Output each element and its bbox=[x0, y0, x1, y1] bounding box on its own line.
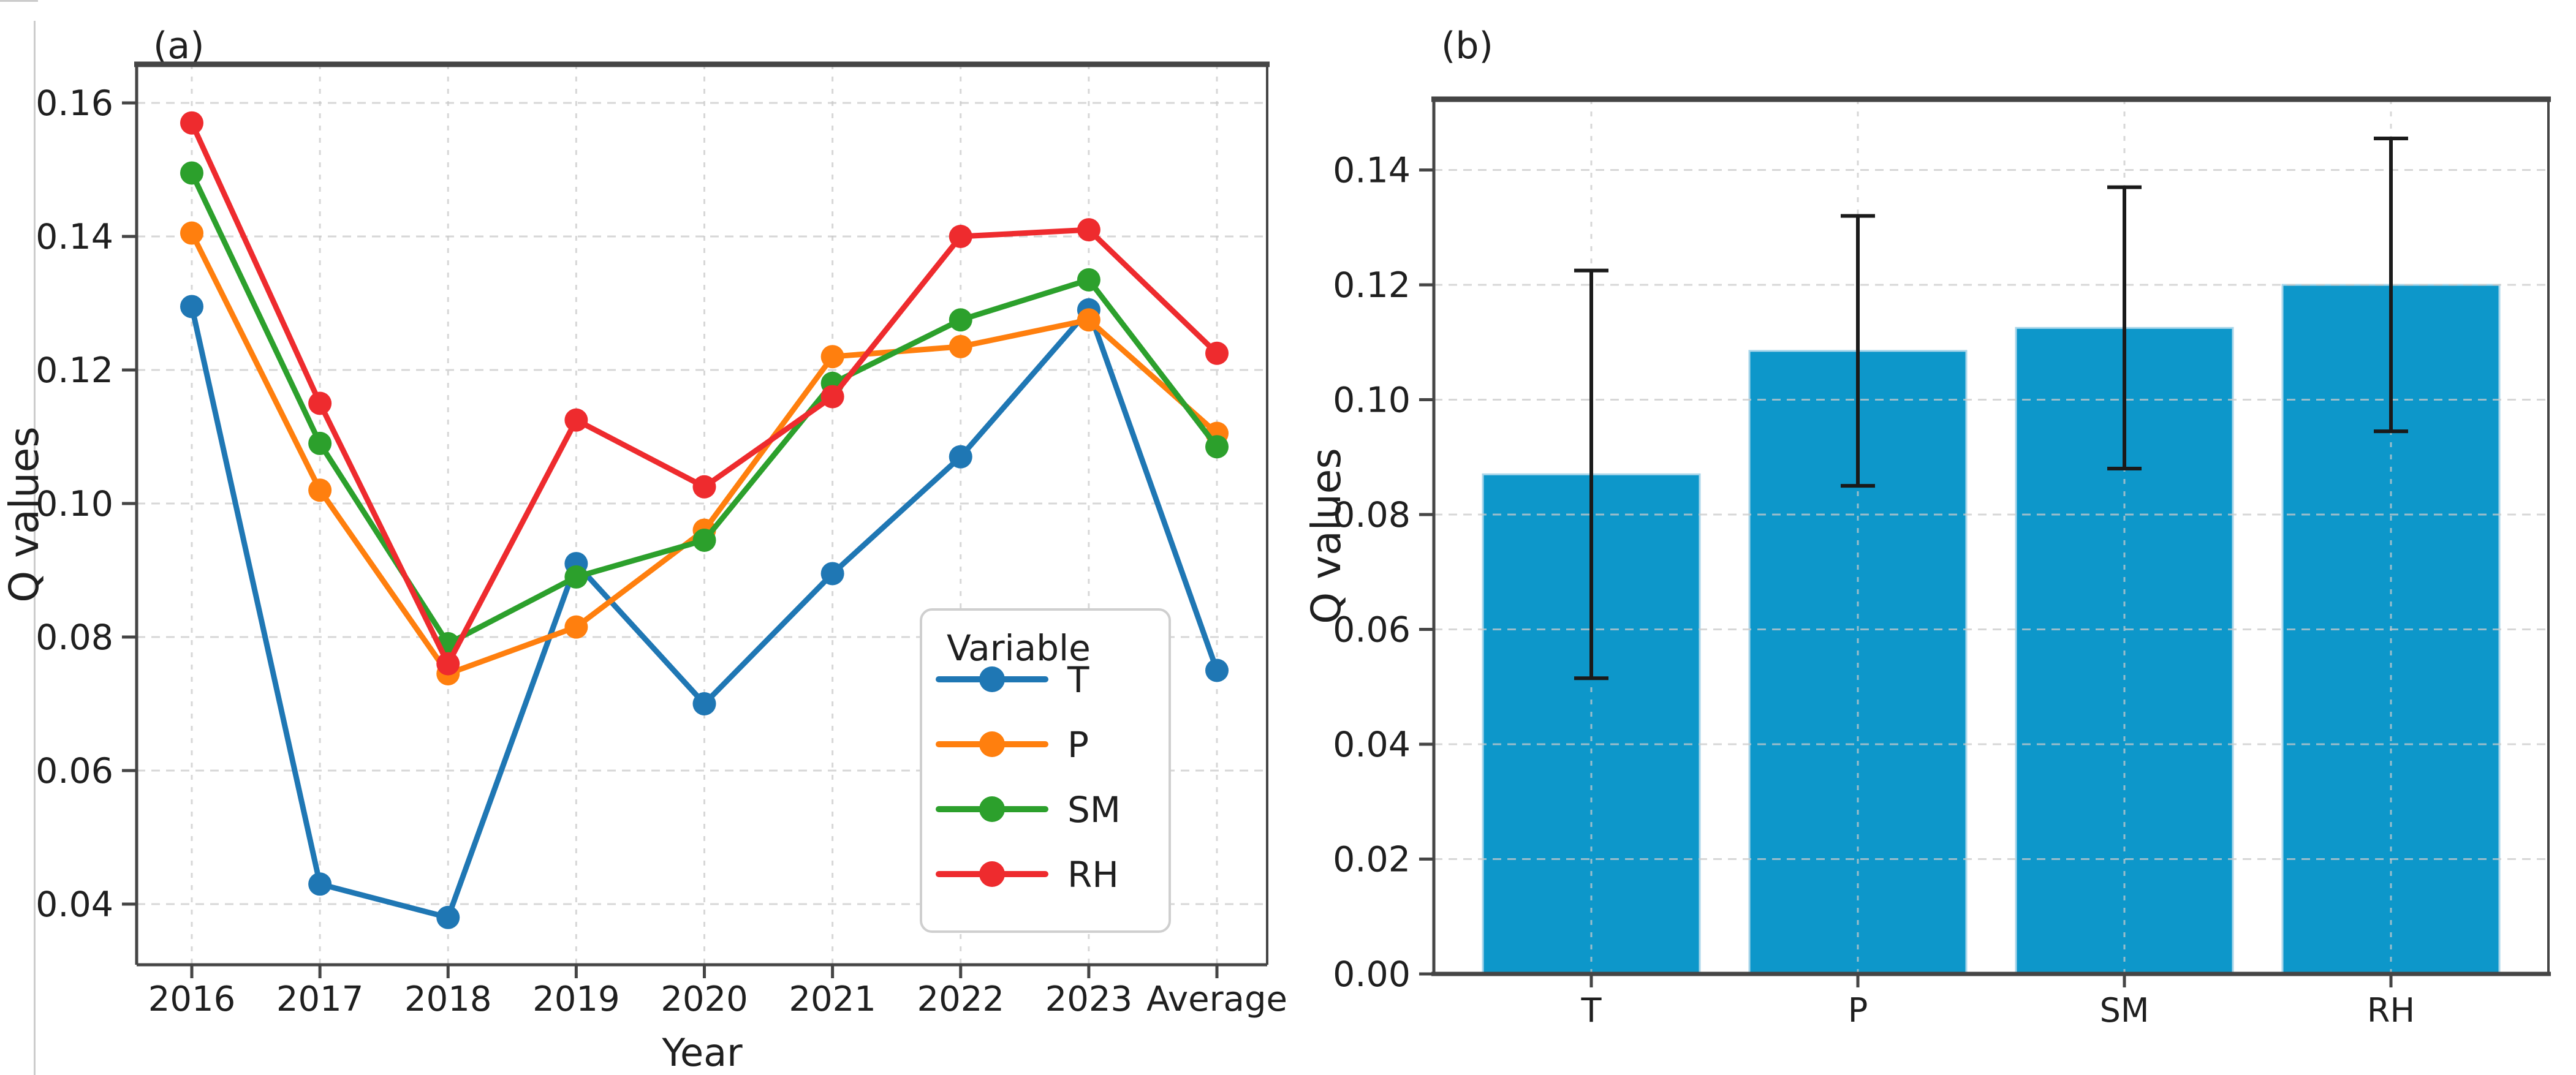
point-RH-2017 bbox=[308, 391, 332, 415]
legend-label-P: P bbox=[1067, 724, 1089, 766]
error-bar-P bbox=[1841, 214, 1875, 488]
ytick-label: 0.10 bbox=[1333, 380, 1411, 421]
error-bar-SM bbox=[2107, 185, 2142, 470]
xtick-label: 2017 bbox=[276, 979, 364, 1019]
ytick-label: 0.04 bbox=[1333, 725, 1411, 765]
xtick-label: 2016 bbox=[148, 979, 236, 1019]
point-SM-2016 bbox=[180, 161, 203, 185]
panel-b-chart: (b) 0.00 0.02 0.04 0.06 0.08 0.10 0.12 0.14 T P SM R… bbox=[1303, 25, 2551, 1030]
xtick-label: T bbox=[1581, 991, 1602, 1030]
legend-entry-T: T bbox=[936, 659, 1089, 701]
panel-a-ticks: 0.04 0.06 0.08 0.10 0.12 0.14 0.16 2016 2017 2018… bbox=[36, 83, 1287, 1019]
ytick-label: 0.16 bbox=[36, 83, 113, 124]
ytick-label: 0.08 bbox=[36, 617, 113, 658]
ytick-label: 0.06 bbox=[1333, 610, 1411, 651]
point-T-Average bbox=[1205, 658, 1229, 682]
ytick-label: 0.10 bbox=[36, 484, 113, 524]
ytick-label: 0.12 bbox=[36, 350, 113, 391]
panel-b-title: (b) bbox=[1441, 25, 1493, 67]
legend-title: Variable bbox=[947, 627, 1091, 669]
point-SM-Average bbox=[1205, 435, 1229, 459]
xtick-label: 2023 bbox=[1045, 979, 1133, 1019]
point-P-2021 bbox=[820, 345, 844, 369]
ytick-label: 0.14 bbox=[36, 217, 113, 257]
point-RH-2016 bbox=[180, 111, 203, 135]
ytick-label: 0.12 bbox=[1333, 265, 1411, 306]
legend-label-RH: RH bbox=[1067, 854, 1119, 896]
point-P-2019 bbox=[564, 615, 588, 639]
panel-b-grid bbox=[1434, 99, 2548, 974]
xtick-label: RH bbox=[2367, 991, 2415, 1030]
panel-a-spines bbox=[134, 61, 1270, 967]
panel-a-chart: (a) 0.04 0.06 0.08 0.10 0.12 0.14 0.16 2016 2017 2… bbox=[1, 25, 1287, 1075]
point-P-2016 bbox=[180, 221, 203, 245]
point-RH-2018 bbox=[436, 652, 460, 676]
error-bar-RH bbox=[2374, 136, 2408, 434]
point-RH-2020 bbox=[692, 475, 716, 499]
xtick-label: 2019 bbox=[532, 979, 620, 1019]
point-P-2017 bbox=[308, 478, 332, 502]
legend-box bbox=[920, 608, 1171, 933]
point-T-2020 bbox=[692, 692, 716, 715]
point-T-2016 bbox=[180, 295, 203, 319]
xtick-label: 2018 bbox=[404, 979, 492, 1019]
point-T-2017 bbox=[308, 872, 332, 896]
xtick-label: SM bbox=[2100, 991, 2150, 1030]
point-T-2021 bbox=[820, 562, 844, 586]
series-SM bbox=[180, 161, 1229, 655]
point-SM-2022 bbox=[949, 308, 972, 332]
xtick-label: Average bbox=[1146, 979, 1287, 1019]
point-RH-2019 bbox=[564, 408, 588, 432]
legend-label-T: T bbox=[1067, 659, 1089, 701]
point-P-2022 bbox=[949, 334, 972, 358]
ytick-label: 0.06 bbox=[36, 751, 113, 791]
point-T-2022 bbox=[949, 445, 972, 469]
point-SM-2023 bbox=[1077, 268, 1100, 292]
xtick-label: 2022 bbox=[917, 979, 1004, 1019]
legend-marker-P bbox=[979, 731, 1005, 757]
series-T bbox=[180, 295, 1229, 929]
legend-marker-RH bbox=[979, 861, 1005, 887]
panel-b-ticks: 0.00 0.02 0.04 0.06 0.08 0.10 0.12 0.14 T P SM RH bbox=[1333, 151, 2415, 1030]
legend-entry-SM: SM bbox=[936, 789, 1121, 831]
legend-marker-SM bbox=[979, 796, 1005, 822]
page-border-top bbox=[0, 0, 38, 2]
ytick-label: 0.08 bbox=[1333, 495, 1411, 535]
xtick-label: 2021 bbox=[789, 979, 876, 1019]
error-bar-T bbox=[1574, 268, 1608, 681]
legend-marker-T bbox=[979, 666, 1005, 692]
panel-b-plot: 0.00 0.02 0.04 0.06 0.08 0.10 0.12 0.14 T P SM RH bbox=[1333, 96, 2551, 1030]
ytick-label: 0.00 bbox=[1333, 954, 1411, 995]
point-SM-2020 bbox=[692, 528, 716, 552]
xtick-label: 2020 bbox=[661, 979, 748, 1019]
ytick-label: 0.14 bbox=[1333, 151, 1411, 191]
xtick-label: P bbox=[1848, 991, 1868, 1030]
point-T-2018 bbox=[436, 905, 460, 929]
panel-a-title: (a) bbox=[153, 25, 205, 67]
point-RH-Average bbox=[1205, 341, 1229, 365]
panel-a-plot: 0.04 0.06 0.08 0.10 0.12 0.14 0.16 2016 2017 2018… bbox=[36, 61, 1287, 1019]
point-SM-2019 bbox=[564, 565, 588, 589]
point-P-2023 bbox=[1077, 308, 1100, 332]
page-border-left bbox=[34, 21, 36, 1075]
error-bars bbox=[1574, 136, 2408, 681]
point-RH-2023 bbox=[1077, 218, 1100, 242]
point-RH-2021 bbox=[820, 385, 844, 409]
panel-b-spines bbox=[1431, 96, 2551, 976]
ytick-label: 0.04 bbox=[36, 885, 113, 925]
point-RH-2022 bbox=[949, 225, 972, 248]
legend-entry-P: P bbox=[936, 724, 1089, 766]
point-SM-2017 bbox=[308, 431, 332, 455]
ytick-label: 0.02 bbox=[1333, 840, 1411, 880]
y-axis-label: Q values bbox=[1, 426, 48, 603]
legend-label-SM: SM bbox=[1067, 789, 1121, 831]
legend-entry-RH: RH bbox=[936, 854, 1119, 896]
y-axis-label: Q values bbox=[1303, 448, 1350, 624]
series-RH bbox=[180, 111, 1229, 676]
x-axis-label: Year bbox=[661, 1030, 743, 1075]
